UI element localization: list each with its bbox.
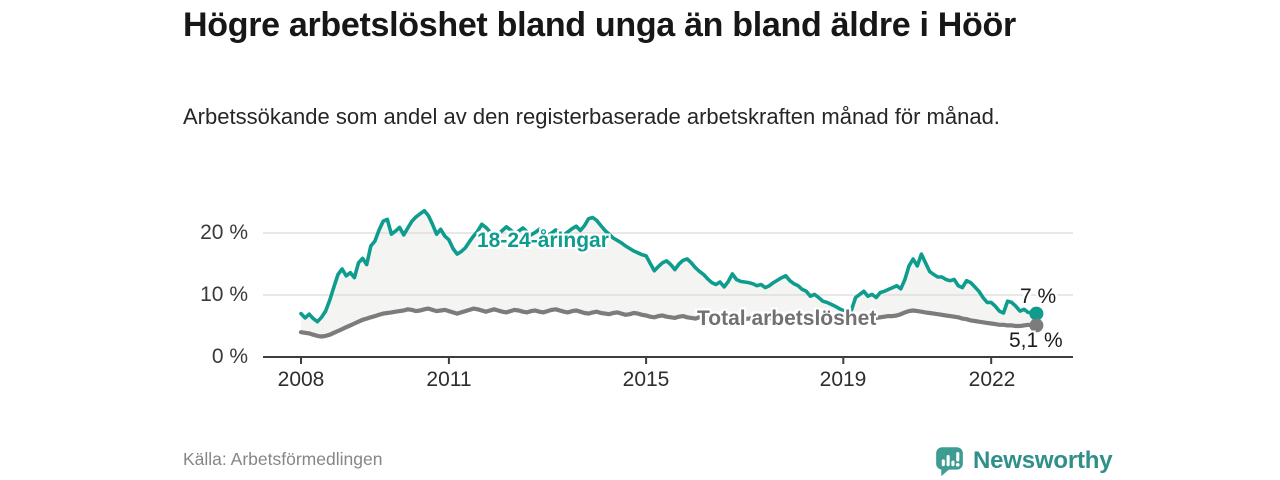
page-subtitle: Arbetssökande som andel av den registerb… xyxy=(183,104,1000,129)
x-tick-label-2008: 2008 xyxy=(277,368,325,391)
total-end-dot xyxy=(1029,318,1044,333)
brand-name: Newsworthy xyxy=(973,447,1113,474)
y-tick-label-20: 20 % xyxy=(200,221,248,244)
page-title: Högre arbetslöshet bland unga än bland ä… xyxy=(183,6,1016,44)
x-tick-label-2022: 2022 xyxy=(968,368,1016,391)
source-note: Källa: Arbetsförmedlingen xyxy=(183,449,383,469)
total-series-line xyxy=(298,306,1039,339)
total-end-value-label: 5,1 % xyxy=(1009,329,1063,352)
youth-end-dot xyxy=(1029,306,1044,321)
total-series-label: Total arbetslöshet xyxy=(697,307,877,330)
gridlines xyxy=(263,232,1073,296)
x-tick-label-2019: 2019 xyxy=(819,368,867,391)
y-tick-label-0: 0 % xyxy=(211,345,248,368)
x-tick-label-2015: 2015 xyxy=(622,368,670,391)
youth-series-line xyxy=(299,208,1039,324)
bar-chart-speech-bubble-icon xyxy=(936,446,963,476)
youth-end-value-label: 7 % xyxy=(1020,285,1057,308)
x-tick-label-2011: 2011 xyxy=(426,368,472,391)
y-tick-label-10: 10 % xyxy=(200,283,248,306)
youth-series-label: 18-24-åringar xyxy=(477,229,609,252)
newsworthy-logo: Newsworthy xyxy=(934,444,1113,478)
x-axis xyxy=(263,356,1073,364)
